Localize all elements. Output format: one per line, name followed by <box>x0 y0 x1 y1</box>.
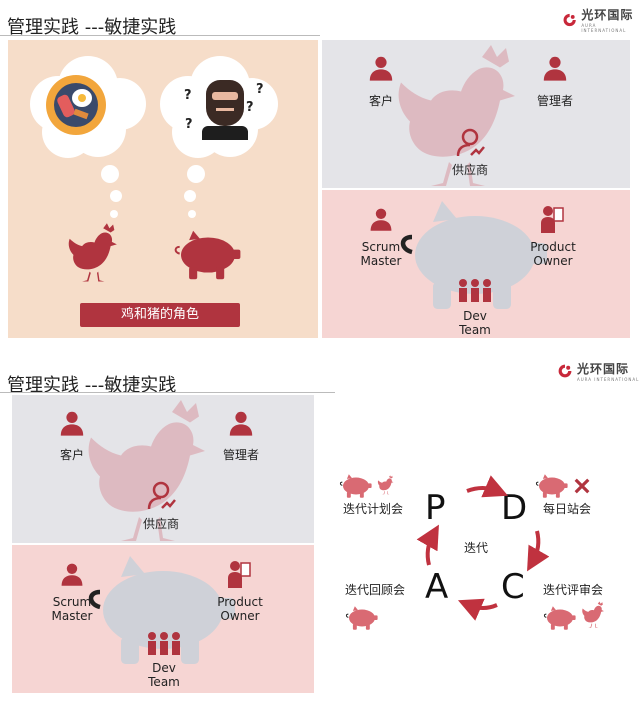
pdca-cycle: 迭代计划会 每日站会 迭代回顾会 迭代评审会 P D A C 迭代 <box>325 395 635 695</box>
manager-label: 管理者 <box>536 94 573 108</box>
arrow-icon <box>457 598 498 621</box>
question-mark: ? <box>256 82 264 97</box>
logo-text: 光环国际 <box>577 362 630 376</box>
egg-bacon-icon <box>46 75 106 135</box>
stakeholder-panel: 客户 管理者 供应商 <box>322 40 630 188</box>
supplier-icon <box>147 481 176 510</box>
customer-label: 客户 <box>59 448 84 462</box>
person-icon <box>58 409 86 437</box>
supplier-label: 供应商 <box>451 163 488 177</box>
retro-meeting-label: 迭代回顾会 <box>344 583 405 597</box>
dev-team-label: Dev Team <box>459 309 491 337</box>
logo: 光环国际 AURA INTERNATIONAL <box>562 6 641 33</box>
team-icon <box>459 279 491 302</box>
manager-icon <box>541 54 569 82</box>
question-mark: ? <box>184 88 192 103</box>
team-icon <box>148 632 180 655</box>
team-panel-2: Scrum Master Product Owner Dev Team <box>12 545 314 693</box>
logo-2: 光环国际 AURA INTERNATIONAL <box>557 360 639 382</box>
arrow-icon <box>527 530 550 572</box>
arrow-icon <box>466 475 509 498</box>
product-owner-label: Product Owner <box>217 595 263 623</box>
review-meeting-label: 迭代评审会 <box>542 583 603 597</box>
logo-text: 光环国际 <box>581 8 634 22</box>
role-banner: 鸡和猪的角色 <box>80 303 240 327</box>
question-mark: ? <box>185 117 193 132</box>
supplier-icon <box>456 128 485 157</box>
pdca-p: P <box>425 488 446 528</box>
logo-icon <box>558 364 572 378</box>
customer-label: 客户 <box>368 94 393 108</box>
scrum-master-icon <box>59 561 85 587</box>
rooster-icon <box>581 601 609 629</box>
team-panel: Scrum Master Product Owner Dev Team <box>322 190 630 338</box>
logo-subtext: AURA INTERNATIONAL <box>581 23 627 33</box>
product-owner-icon <box>228 561 251 588</box>
scrum-master-icon <box>368 206 394 232</box>
product-owner-icon <box>541 206 564 233</box>
question-mark: ? <box>246 100 254 115</box>
thinking-man-icon <box>202 80 248 140</box>
rooster-icon <box>66 222 128 284</box>
plan-meeting-label: 迭代计划会 <box>342 502 403 516</box>
chicken-pig-panel: ? ? ? ? 鸡和猪的角色 <box>8 40 318 338</box>
cycle-arrows <box>416 475 550 621</box>
pdca-a: A <box>425 567 449 607</box>
page-title-2: 管理实践 ---敏捷实践 <box>7 375 177 396</box>
piggy-bank-icon <box>339 473 373 499</box>
piggy-bank-icon <box>174 228 242 282</box>
manager-icon <box>227 409 255 437</box>
arrow-icon <box>416 524 439 566</box>
pdca-c: C <box>501 567 525 607</box>
iteration-center-label: 迭代 <box>463 541 488 555</box>
daily-standup-label: 每日站会 <box>542 502 591 516</box>
logo-icon <box>563 13 576 26</box>
stakeholder-panel-2: 客户 管理者 供应商 <box>12 395 314 543</box>
supplier-label: 供应商 <box>142 517 179 531</box>
scrum-master-label: Scrum Master <box>360 240 402 268</box>
person-icon <box>367 54 395 82</box>
rooster-icon <box>377 475 397 495</box>
title-divider-2 <box>0 392 335 393</box>
page-title: 管理实践 ---敏捷实践 <box>7 17 177 38</box>
logo-subtext: AURA INTERNATIONAL <box>577 377 640 382</box>
piggy-bank-icon <box>345 605 379 631</box>
title-divider <box>0 35 320 36</box>
product-owner-label: Product Owner <box>530 240 576 268</box>
dev-team-label: Dev Team <box>148 661 180 689</box>
manager-label: 管理者 <box>222 448 259 462</box>
cross-icon <box>574 478 590 494</box>
scrum-master-label: Scrum Master <box>51 595 93 623</box>
